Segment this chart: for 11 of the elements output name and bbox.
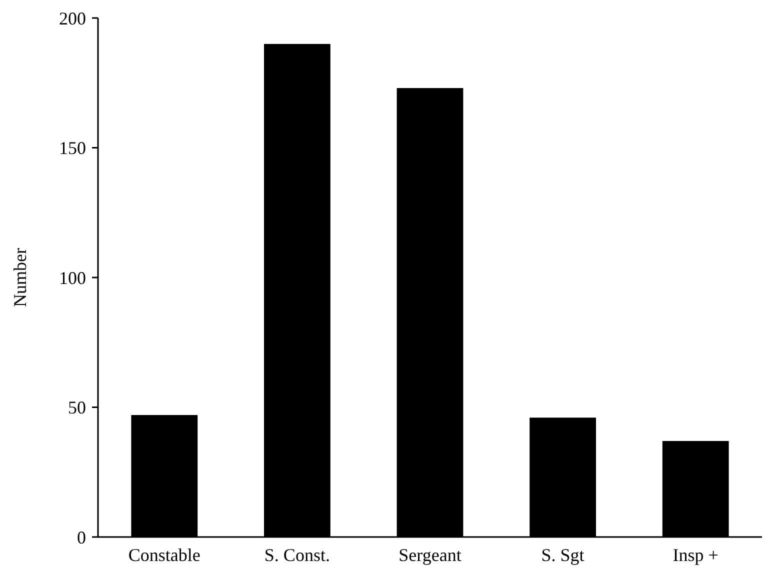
y-tick-label: 100 bbox=[59, 268, 86, 288]
x-tick-label: Constable bbox=[128, 545, 200, 565]
y-tick-label: 200 bbox=[59, 8, 86, 28]
y-axis-title: Number bbox=[10, 248, 30, 307]
x-tick-label: Sergeant bbox=[398, 545, 462, 565]
x-tick-label: Insp + bbox=[672, 545, 718, 565]
y-tick-label: 0 bbox=[77, 527, 86, 548]
x-tick-label: S. Sgt bbox=[541, 545, 584, 565]
x-tick-label: S. Const. bbox=[264, 545, 330, 565]
y-tick-label: 150 bbox=[59, 138, 86, 158]
y-tick-label: 50 bbox=[68, 398, 86, 418]
